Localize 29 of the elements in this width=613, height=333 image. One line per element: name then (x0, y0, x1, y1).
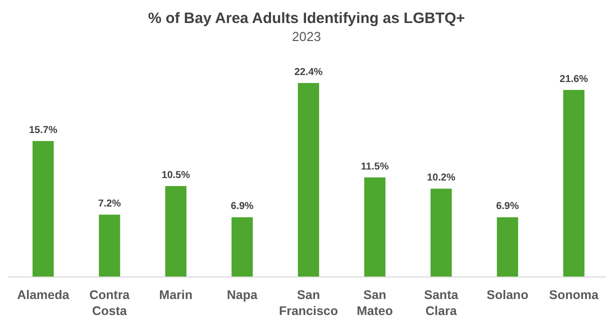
data-label: 11.5% (360, 161, 389, 172)
data-label: 6.9% (496, 201, 520, 212)
data-label: 10.2% (426, 172, 456, 184)
x-tick-label: Solano (486, 288, 529, 302)
bar (496, 217, 518, 277)
data-label: 7.2% (98, 198, 122, 210)
data-label: 22.4% (294, 67, 323, 78)
data-label: 10.5% (162, 170, 190, 182)
x-tick-label: Napa (226, 288, 258, 302)
chart-subtitle: 2023 (292, 29, 321, 44)
bar (32, 141, 54, 277)
x-tick-label: Alameda (17, 288, 70, 302)
x-tick-label: Sonoma (549, 288, 600, 302)
x-tick-label: Marin (159, 288, 193, 302)
x-tick-label: San Mateo (356, 288, 394, 318)
bar (298, 83, 320, 277)
bar (430, 188, 452, 277)
bar (98, 214, 120, 277)
data-label: 21.6% (560, 74, 588, 85)
bar (563, 90, 584, 277)
x-tick-label: Contra Costa (89, 288, 131, 318)
bar (364, 177, 386, 277)
x-tick-label: San Francisco (278, 288, 338, 318)
chart-title: % of Bay Area Adults Identifying as LGBTQ+ (148, 10, 466, 27)
bar (232, 217, 253, 277)
data-label: 6.9% (230, 201, 254, 212)
x-tick-label: Santa Clara (424, 288, 460, 318)
data-label: 15.7% (28, 125, 58, 136)
bar (165, 186, 186, 277)
